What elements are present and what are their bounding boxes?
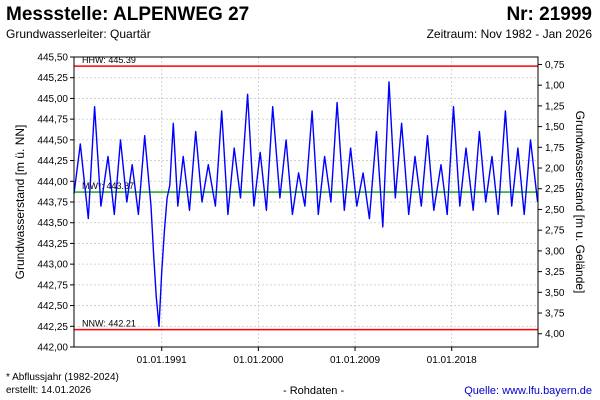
created-date: erstellt: 14.01.2026 [6, 385, 92, 396]
y2-tick-label: 3,50 [545, 288, 565, 299]
data-type-label: - Rohdaten - [283, 385, 345, 397]
y-tick-label: 445,00 [37, 94, 68, 105]
y-tick-label: 443,50 [37, 218, 68, 229]
y-tick-labels: 445,50 445,25 445,00 444,75 444,50 444,25 444,… [37, 53, 68, 354]
mean-water-label: MW*: 443.87 [82, 181, 134, 191]
y-tick-label: 443,25 [37, 239, 68, 250]
x-tick-labels: 01.01.1991 01.01.2000 01.01.2009 01.01.2018 [137, 355, 477, 366]
y2-tick-label: 3,00 [545, 246, 565, 257]
y2-tick-label: 1,00 [545, 81, 565, 92]
y2-axis-label: Grundwasserstand [m u. Gelände] [573, 111, 587, 294]
y-tick-label: 443,75 [37, 198, 68, 209]
y2-tick-label: 2,50 [545, 205, 565, 216]
y-axis-label: Grundwasserstand [m ü. NN] [13, 125, 27, 280]
y-tick-label: 445,25 [37, 73, 68, 84]
y2-tick-label: 1,25 [545, 101, 565, 112]
y2-tick-label: 2,75 [545, 226, 565, 237]
y-tick-label: 443,00 [37, 260, 68, 271]
period-label: Zeitraum: Nov 1982 - Jan 2026 [426, 27, 592, 41]
x-tick-label: 01.01.2000 [233, 355, 283, 366]
y-tick-label: 442,75 [37, 280, 68, 291]
hhw-label: HHW: 445.39 [82, 55, 136, 65]
y-tick-label: 444,25 [37, 156, 68, 167]
x-tick-label: 01.01.2009 [330, 355, 380, 366]
footnote: * Abflussjahr (1982-2024) [6, 372, 119, 383]
nnw-label: NNW: 442.21 [82, 319, 136, 329]
y-tick-label: 444,00 [37, 177, 68, 188]
y2-tick-label: 2,00 [545, 164, 565, 175]
y-tick-label: 442,00 [37, 343, 68, 354]
source-link[interactable]: Quelle: www.lfu.bayern.de [464, 385, 592, 397]
y2-tick-labels: 0,75 1,00 1,25 1,50 1,75 2,00 2,25 2,50 2,75 3,00… [545, 60, 565, 340]
y2-tick-label: 3,75 [545, 309, 565, 320]
plot-frame [73, 56, 539, 348]
y2-tick-label: 4,00 [545, 329, 565, 340]
y2-tick-label: 2,25 [545, 184, 565, 195]
y-tick-label: 444,75 [37, 115, 68, 126]
y2-tick-label: 0,75 [545, 60, 565, 71]
grid-lines [70, 56, 542, 351]
y2-tick-label: 1,50 [545, 122, 565, 133]
groundwater-series-line [73, 81, 539, 327]
y-tick-label: 442,25 [37, 322, 68, 333]
y-tick-label: 444,50 [37, 135, 68, 146]
station-number: Nr: 21999 [506, 4, 592, 25]
y-tick-label: 442,50 [37, 301, 68, 312]
station-title: Messstelle: ALPENWEG 27 [6, 4, 250, 25]
y2-tick-label: 3,25 [545, 267, 565, 278]
series-layer [73, 81, 539, 327]
y2-tick-label: 1,75 [545, 143, 565, 154]
y-tick-label: 445,50 [37, 53, 68, 64]
x-tick-label: 01.01.2018 [427, 355, 477, 366]
aquifer-label: Grundwasserleiter: Quartär [6, 27, 151, 41]
x-tick-label: 01.01.1991 [137, 355, 187, 366]
